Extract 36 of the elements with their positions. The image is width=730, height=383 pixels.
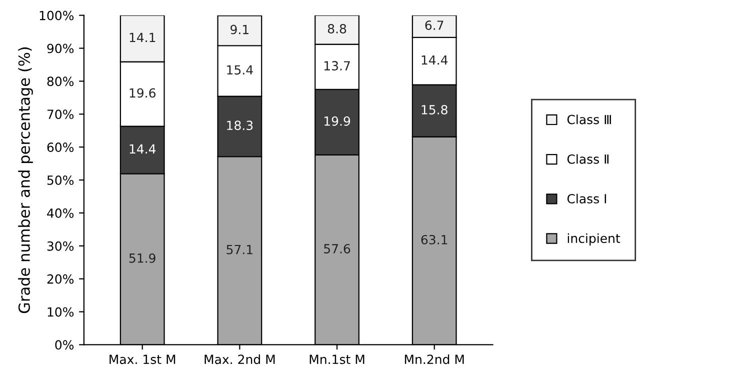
data-label: 9.1	[230, 24, 248, 34]
data-label: 8.8	[328, 24, 346, 34]
data-label: 14.1	[130, 32, 156, 42]
legend-label: Class Ⅲ	[567, 114, 611, 124]
y-tick-label: 20%	[47, 274, 74, 284]
data-label: 19.9	[324, 116, 350, 126]
legend-label: Class Ⅰ	[567, 194, 606, 204]
legend-label: Class Ⅱ	[567, 154, 608, 164]
data-label: 57.6	[324, 244, 350, 254]
y-axis-title: Grade number and percentage (%)	[18, 47, 33, 314]
y-tick-label: 60%	[47, 142, 74, 152]
data-label: 19.6	[130, 88, 156, 98]
y-tick-label: 50%	[47, 175, 74, 185]
x-tick-label: Mn.1st M	[310, 354, 364, 364]
legend-label: incipient	[568, 233, 620, 246]
y-tick-label: 100%	[40, 10, 74, 20]
y-tick-label: 90%	[47, 44, 74, 54]
data-label: 14.4	[422, 55, 448, 65]
y-tick-label: 10%	[48, 307, 74, 317]
data-label: 15.8	[422, 105, 448, 114]
data-label: 18.3	[227, 120, 253, 130]
x-tick-label: Mn.2nd M	[404, 354, 464, 364]
data-label: 13.7	[324, 61, 350, 70]
y-tick-label: 70%	[47, 110, 74, 120]
data-label: 15.4	[227, 65, 253, 75]
data-label: 63.1	[421, 234, 448, 244]
y-tick-label: 30%	[47, 241, 74, 251]
y-tick-label: 80%	[47, 76, 74, 86]
data-label: 6.7	[425, 20, 444, 30]
x-tick-label: Max. 2nd M	[204, 354, 275, 364]
y-tick-label: 0%	[55, 340, 74, 350]
data-label: 51.9	[129, 253, 156, 263]
x-tick-label: Max. 1st M	[110, 354, 176, 364]
data-label: 57.1	[226, 245, 252, 254]
data-label: 14.4	[130, 144, 156, 154]
y-tick-label: 40%	[47, 208, 74, 218]
